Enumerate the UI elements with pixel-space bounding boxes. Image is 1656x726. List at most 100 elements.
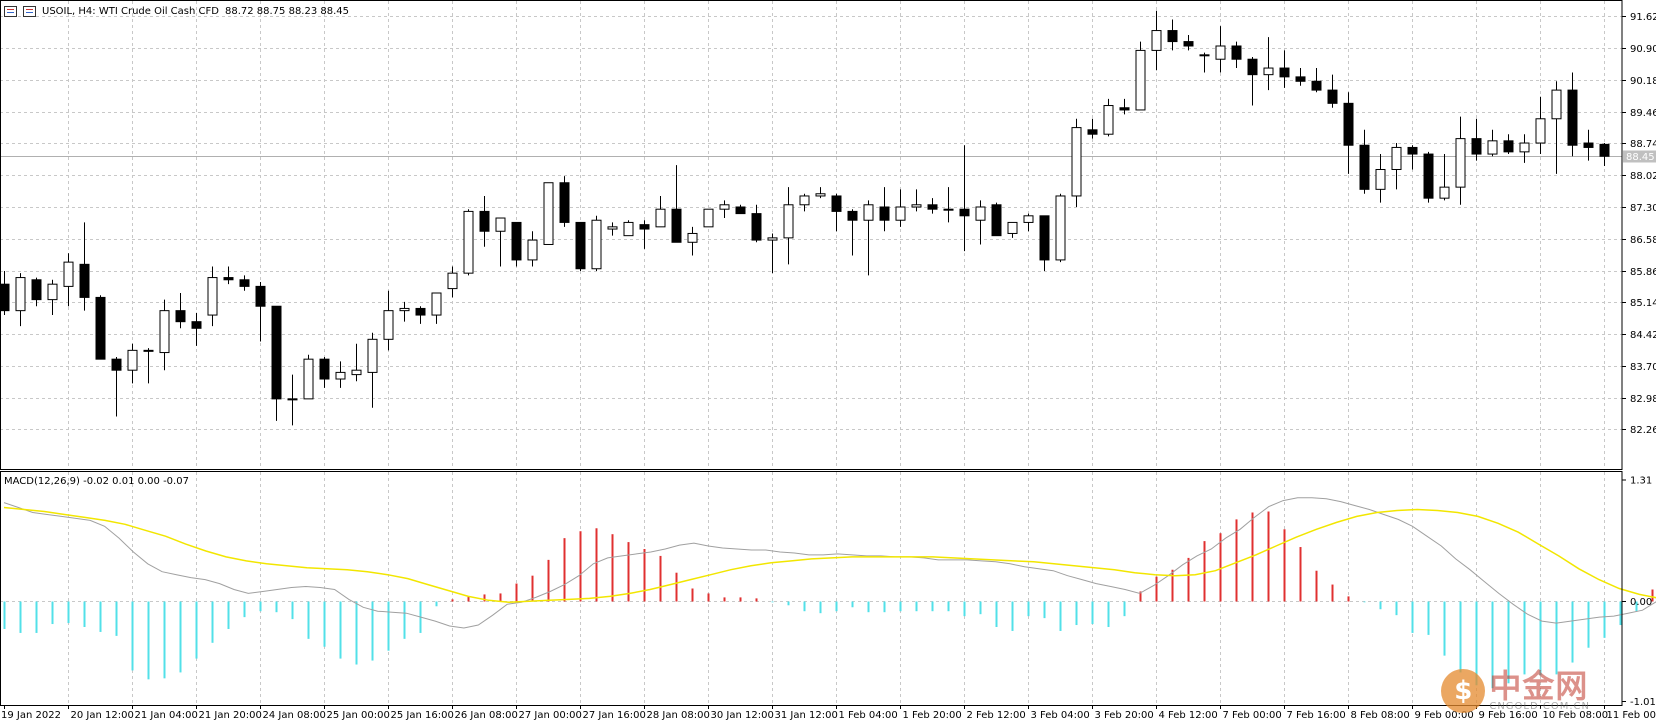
macd-tick-label: 0.00 <box>1630 597 1652 608</box>
candle-body-bear <box>272 306 281 399</box>
time-tick-label: 26 Jan 08:00 <box>455 710 518 721</box>
time-tick-label: 7 Feb 00:00 <box>1223 710 1282 721</box>
candle-body-bull <box>816 194 825 196</box>
logo-text: 中金网 <box>1489 670 1590 702</box>
candle-body-bear <box>1344 103 1353 145</box>
candle-body-bull <box>624 222 633 235</box>
candle-body-bull <box>896 207 905 220</box>
candle-body-bear <box>560 183 569 223</box>
candle-body-bear <box>1120 108 1129 110</box>
candle-body-bear <box>736 207 745 214</box>
candle-body-bull <box>160 311 169 353</box>
candle-body-bear <box>192 322 201 329</box>
candle-body-bull <box>464 211 473 273</box>
candle <box>464 209 473 275</box>
candle-body-bull <box>400 308 409 310</box>
candle-body-bull <box>1072 128 1081 196</box>
candle-body-bear <box>1424 154 1433 198</box>
candle-body-bull <box>768 238 777 240</box>
candle <box>512 222 521 266</box>
candle-body-bull <box>1024 216 1033 223</box>
candle-body-bear <box>960 209 969 216</box>
macd-tick-label: -1.01 <box>1630 697 1656 708</box>
time-tick-label: 25 Jan 00:00 <box>327 710 390 721</box>
price-tick-label: 85.86 <box>1630 267 1656 278</box>
candle-body-bull <box>288 399 297 400</box>
price-tick-label: 90.90 <box>1630 44 1656 55</box>
chart-header: USOIL, H4: WTI Crude Oil Cash CFD 88.72 … <box>4 4 349 18</box>
candle-body-bull <box>448 273 457 288</box>
time-tick-label: 8 Feb 08:00 <box>1351 710 1410 721</box>
time-tick-label: 25 Jan 16:00 <box>391 710 454 721</box>
candle-body-bull <box>1520 143 1529 152</box>
candle-body-bull <box>368 339 377 372</box>
candle-body-bear <box>80 264 89 297</box>
candle-body-bear <box>832 196 841 211</box>
candle-body-bull <box>528 240 537 260</box>
candle <box>704 209 713 227</box>
candle-body-bull <box>800 196 809 205</box>
candle-body-bear <box>992 205 1001 236</box>
candle-body-bear <box>1472 139 1481 154</box>
candle-body-bull <box>592 220 601 269</box>
candle-body-bear <box>0 284 9 310</box>
candle <box>1056 194 1065 262</box>
candle-body-bull <box>1104 106 1113 135</box>
candle-body-bull <box>48 284 57 299</box>
time-tick-label: 19 Jan 2022 <box>1 710 61 721</box>
candle-body-bull <box>1456 139 1465 188</box>
price-tick-label: 84.42 <box>1630 330 1656 341</box>
candle-body-bear <box>416 308 425 315</box>
candle-body-bear <box>848 211 857 220</box>
candle-body-bull <box>864 205 873 220</box>
candle-body-bull <box>1136 50 1145 110</box>
macd-header: MACD(12,26,9) -0.02 0.01 0.00 -0.07 <box>4 476 189 487</box>
watermark-logo: $ 中金网 CNGOLD.COM.CN <box>1441 669 1590 713</box>
time-tick-label: 3 Feb 04:00 <box>1031 710 1090 721</box>
candle-body-bull <box>720 205 729 209</box>
candle-body-bull <box>64 262 73 286</box>
chart-properties-icon[interactable] <box>23 6 36 17</box>
chart-window-icon[interactable] <box>4 6 17 17</box>
candle-body-bear <box>576 222 585 268</box>
candle-body-bear <box>240 280 249 287</box>
candle-body-bear <box>928 205 937 209</box>
candle-body-bear <box>1296 77 1305 81</box>
time-tick-label: 30 Jan 12:00 <box>711 710 774 721</box>
candle-body-bull <box>1008 222 1017 233</box>
candle <box>624 220 633 235</box>
time-tick-label: 7 Feb 16:00 <box>1287 710 1346 721</box>
candle-body-bull <box>1376 169 1385 189</box>
ohlc-readout: 88.72 88.75 88.23 88.45 <box>225 6 349 17</box>
candle-body-bull <box>608 227 617 229</box>
candle-body-bear <box>1040 216 1049 260</box>
candle <box>1072 119 1081 207</box>
logo-icon: $ <box>1441 669 1485 713</box>
time-tick-label: 28 Jan 08:00 <box>647 710 710 721</box>
candle-body-bull <box>352 370 361 374</box>
candle-body-bull <box>544 183 553 245</box>
candle-body-bull <box>336 372 345 379</box>
candle-body-bull <box>1200 55 1209 56</box>
candle-body-bull <box>784 205 793 238</box>
time-tick-label: 4 Feb 12:00 <box>1159 710 1218 721</box>
candle-body-bear <box>1312 81 1321 90</box>
candle-body-bull <box>912 205 921 207</box>
price-tick-label: 82.26 <box>1630 425 1656 436</box>
candle-body-bull <box>656 209 665 227</box>
symbol-title: USOIL, H4: WTI Crude Oil Cash CFD <box>42 6 219 17</box>
candle-body-bear <box>640 225 649 229</box>
price-tick-label: 85.14 <box>1630 298 1656 309</box>
candle-body-bear <box>32 280 41 300</box>
candle <box>560 176 569 227</box>
candle-body-bear <box>320 359 329 379</box>
candle-body-bear <box>1568 90 1577 145</box>
candle <box>304 355 313 399</box>
candle-body-bull <box>688 233 697 242</box>
candle-body-bull <box>304 359 313 399</box>
time-tick-label: 2 Feb 12:00 <box>967 710 1026 721</box>
time-tick-label: 20 Jan 12:00 <box>71 710 134 721</box>
